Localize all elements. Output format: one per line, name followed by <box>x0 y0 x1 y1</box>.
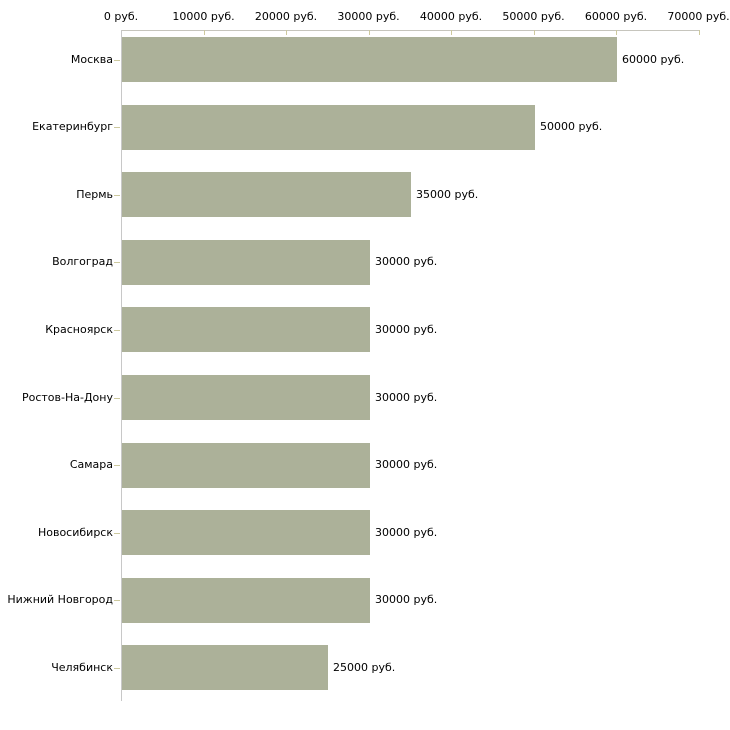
bar-value-label: 50000 руб. <box>540 120 603 134</box>
x-axis-tick-label: 50000 руб. <box>502 10 565 23</box>
bar <box>122 577 370 623</box>
bar-value-label: 60000 руб. <box>622 52 685 66</box>
bar-value-label: 35000 руб. <box>416 187 479 201</box>
x-axis-tick-label: 10000 руб. <box>172 10 235 23</box>
category-tick-mark <box>114 533 120 534</box>
category-label: Новосибирск <box>37 525 113 539</box>
x-axis-tick-mark <box>286 30 287 35</box>
x-axis-tick-mark <box>451 30 452 35</box>
bar-value-label: 30000 руб. <box>375 390 438 404</box>
x-axis-tick-mark <box>203 30 205 35</box>
bar <box>122 37 617 82</box>
category-label: Москва <box>70 52 113 66</box>
bar <box>122 172 411 218</box>
category-label: Нижний Новгород <box>7 593 113 607</box>
bar-value-label: 30000 руб. <box>375 322 438 336</box>
category-label: Самара <box>69 458 113 472</box>
y-axis-line <box>121 30 122 701</box>
category-label: Ростов-На-Дону <box>21 390 113 404</box>
category-label: Екатеринбург <box>32 120 113 134</box>
bar <box>122 442 370 488</box>
x-axis-tick-mark <box>616 30 617 35</box>
category-tick-mark <box>114 465 120 466</box>
x-axis-tick-mark <box>698 30 700 35</box>
category-tick-mark <box>114 668 120 669</box>
bar-value-label: 30000 руб. <box>375 593 438 607</box>
x-axis-tick-label: 0 руб. <box>103 10 139 23</box>
bar-value-label: 25000 руб. <box>333 660 396 674</box>
x-axis-line <box>121 30 699 31</box>
category-tick-mark <box>114 330 120 331</box>
category-label: Волгоград <box>52 255 113 269</box>
category-tick-mark <box>114 600 120 601</box>
bar <box>122 645 328 691</box>
x-axis-tick-label: 60000 руб. <box>584 10 648 23</box>
x-axis-tick-mark <box>533 30 535 35</box>
bar <box>122 510 370 556</box>
category-tick-mark <box>114 262 120 263</box>
bar <box>122 375 370 420</box>
bar <box>122 104 535 150</box>
x-axis-tick-label: 40000 руб. <box>419 10 483 23</box>
category-label: Челябинск <box>51 660 113 674</box>
category-tick-mark <box>114 127 120 128</box>
category-label: Красноярск <box>45 322 113 336</box>
bar-value-label: 30000 руб. <box>375 525 438 539</box>
bar-value-label: 30000 руб. <box>375 255 438 269</box>
x-axis-tick-label: 30000 руб. <box>337 10 400 23</box>
x-axis-tick-label: 20000 руб. <box>254 10 318 23</box>
bar <box>122 239 370 285</box>
category-tick-mark <box>114 195 120 196</box>
category-tick-mark <box>114 60 120 61</box>
x-axis-tick-label: 70000 руб. <box>667 10 730 23</box>
bar-value-label: 30000 руб. <box>375 458 438 472</box>
x-axis-tick-mark <box>368 30 370 35</box>
bar <box>122 307 370 353</box>
category-tick-mark <box>114 398 120 399</box>
category-label: Пермь <box>76 187 113 201</box>
